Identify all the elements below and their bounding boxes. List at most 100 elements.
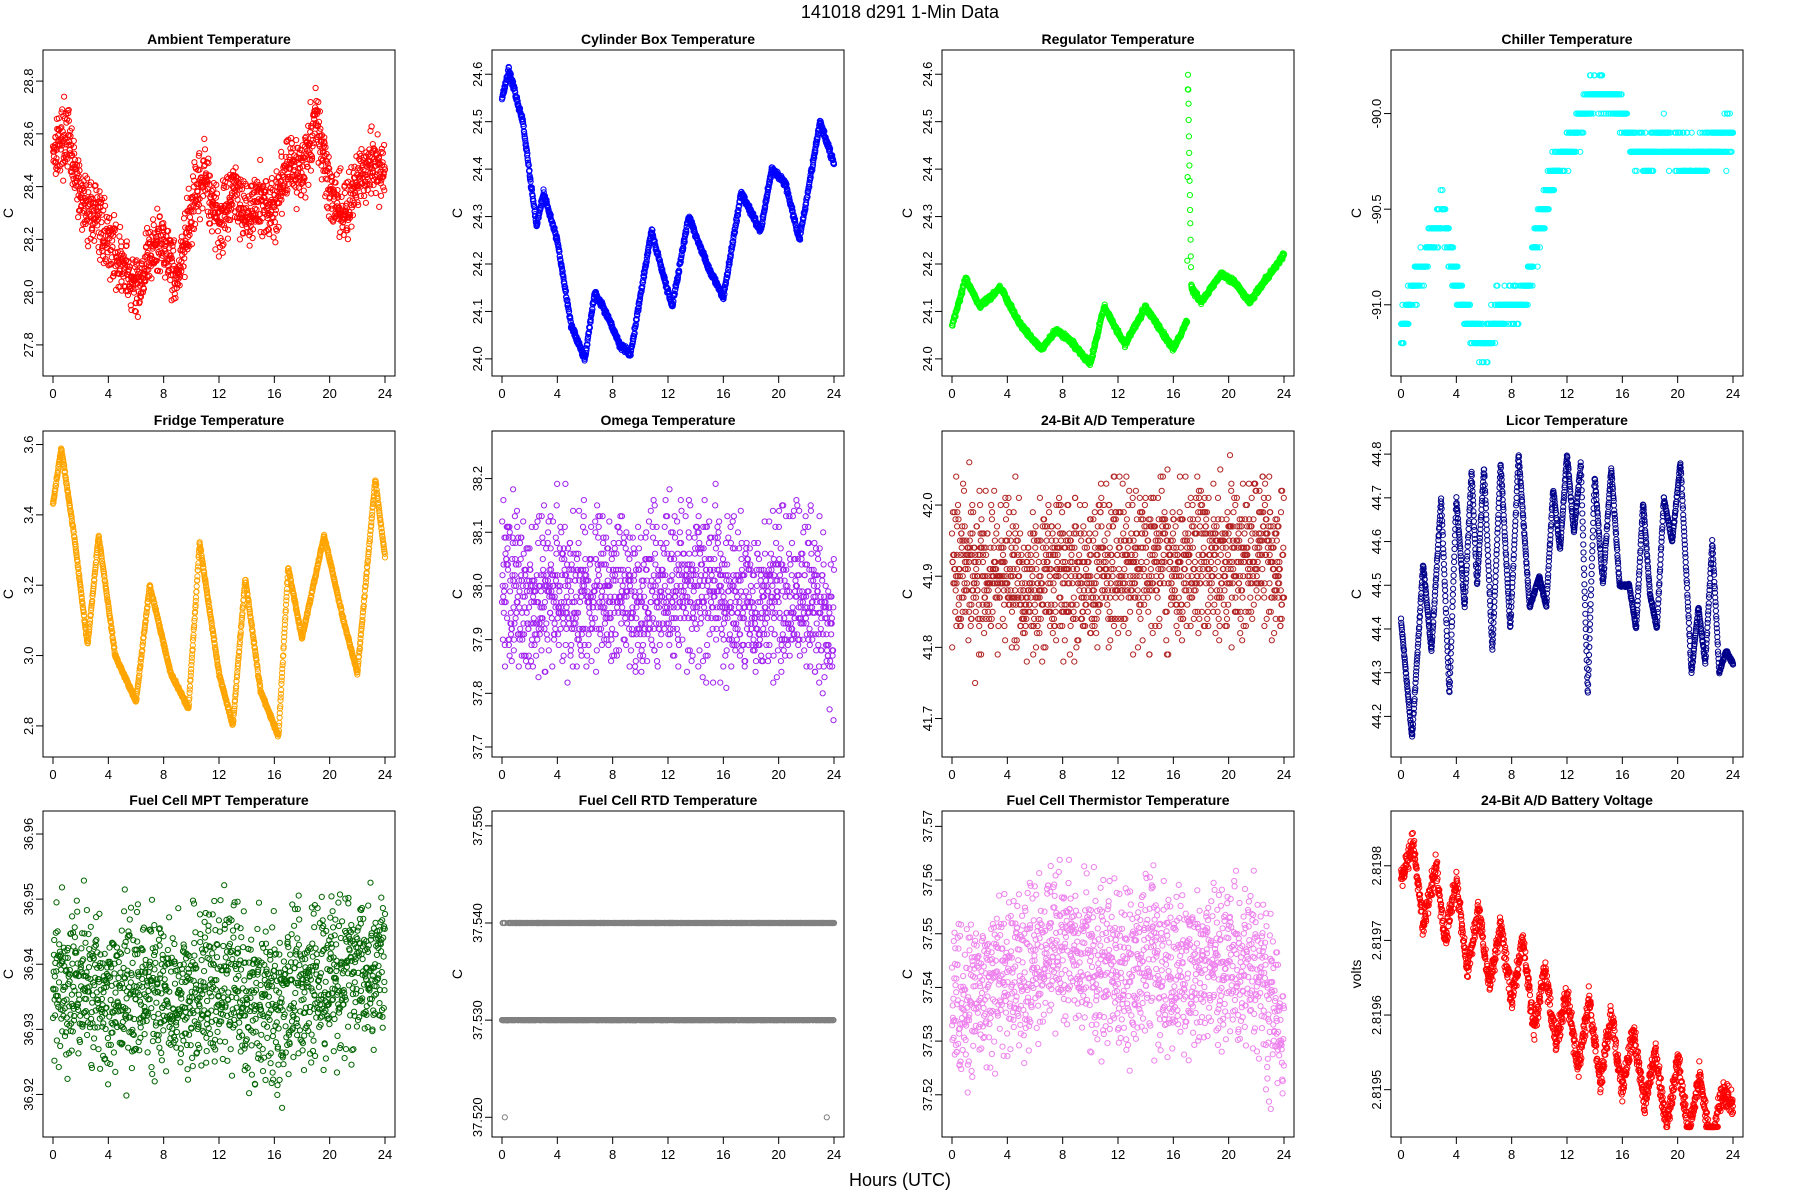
data-point xyxy=(196,166,203,173)
x-tick-label: 24 xyxy=(827,386,841,401)
y-tick-label: 24.0 xyxy=(470,346,485,371)
data-point xyxy=(213,190,221,197)
data-point xyxy=(204,159,211,166)
data-point xyxy=(205,160,212,167)
data-point xyxy=(58,124,65,131)
data-point xyxy=(1187,236,1194,243)
y-tick-label: 28.4 xyxy=(21,174,36,199)
data-point xyxy=(207,209,214,216)
data-point xyxy=(196,150,203,157)
data-point xyxy=(59,128,66,135)
x-tick-label: 20 xyxy=(771,386,785,401)
data-point xyxy=(64,155,71,162)
data-point xyxy=(133,299,140,306)
data-point xyxy=(127,302,134,309)
data-point xyxy=(86,211,93,218)
data-point xyxy=(160,224,167,231)
data-point xyxy=(162,274,169,281)
data-point xyxy=(1186,162,1193,169)
x-tick-label: 0 xyxy=(498,386,505,401)
data-point xyxy=(312,84,319,92)
data-point xyxy=(123,242,130,249)
data-point xyxy=(67,132,74,140)
x-tick-label: 8 xyxy=(160,386,167,401)
y-axis-label: C xyxy=(449,208,465,218)
data-point xyxy=(98,219,105,226)
y-tick-label: 24.6 xyxy=(470,62,485,87)
y-tick-label: 28.6 xyxy=(21,121,36,146)
data-point xyxy=(178,268,185,275)
data-point xyxy=(101,194,108,201)
data-point xyxy=(172,295,179,302)
data-point xyxy=(178,233,185,240)
x-tick-label: 20 xyxy=(1670,386,1684,401)
data-point xyxy=(94,222,101,229)
data-point xyxy=(82,182,90,189)
data-point xyxy=(148,252,155,259)
data-point xyxy=(1185,133,1193,140)
x-tick-label: 8 xyxy=(609,386,616,401)
data-point xyxy=(302,194,309,201)
data-point xyxy=(315,98,322,106)
data-point xyxy=(104,240,111,247)
y-tick-label: 24.5 xyxy=(470,109,485,134)
data-point xyxy=(65,110,72,117)
x-tick-label: 20 xyxy=(322,386,336,401)
x-tick-label: 16 xyxy=(1615,386,1629,401)
data-point xyxy=(93,187,100,194)
y-tick-label: 24.5 xyxy=(920,109,935,134)
data-point xyxy=(307,99,314,106)
data-point xyxy=(52,158,60,165)
x-tick-label: 0 xyxy=(948,386,955,401)
data-point xyxy=(195,201,203,208)
data-point xyxy=(186,231,193,239)
data-point xyxy=(78,202,85,209)
data-point xyxy=(68,169,76,176)
data-point xyxy=(65,106,72,114)
data-point xyxy=(208,228,216,235)
data-point xyxy=(90,207,97,214)
data-point xyxy=(199,193,207,200)
data-point xyxy=(188,241,195,248)
data-point xyxy=(293,137,300,144)
data-point xyxy=(133,257,140,264)
data-point xyxy=(66,131,73,139)
data-point xyxy=(378,192,385,199)
data-point xyxy=(181,273,188,281)
data-point xyxy=(124,291,132,299)
data-point xyxy=(195,208,202,215)
data-point xyxy=(165,266,172,273)
x-tick-label: 12 xyxy=(1560,386,1574,401)
y-tick-label: 24.4 xyxy=(920,156,935,181)
figure-title: 141018 d291 1-Min Data xyxy=(800,2,1000,22)
data-point xyxy=(111,212,118,219)
data-point xyxy=(361,192,368,200)
data-point xyxy=(188,219,195,226)
data-points xyxy=(1397,72,1737,366)
data-point xyxy=(96,249,103,256)
data-point xyxy=(205,155,212,162)
data-point xyxy=(59,106,66,113)
data-point xyxy=(91,183,98,190)
data-point xyxy=(1185,116,1192,124)
data-point xyxy=(1187,220,1194,227)
data-point xyxy=(1184,71,1192,78)
x-tick-label: 12 xyxy=(661,386,675,401)
y-tick-label: 24.2 xyxy=(920,251,935,276)
data-point xyxy=(66,138,73,145)
x-tick-label: 4 xyxy=(1004,386,1011,401)
x-tick-label: 24 xyxy=(378,386,392,401)
data-point xyxy=(63,138,70,145)
data-point xyxy=(118,278,125,285)
x-tick-label: 4 xyxy=(554,386,561,401)
data-point xyxy=(131,274,138,281)
data-point xyxy=(206,181,213,188)
x-tick-label: 8 xyxy=(1059,386,1066,401)
data-points xyxy=(49,84,389,320)
data-point xyxy=(79,209,86,216)
data-point xyxy=(104,218,111,225)
data-point xyxy=(106,214,113,221)
data-point xyxy=(1186,149,1193,156)
data-point xyxy=(186,204,193,211)
